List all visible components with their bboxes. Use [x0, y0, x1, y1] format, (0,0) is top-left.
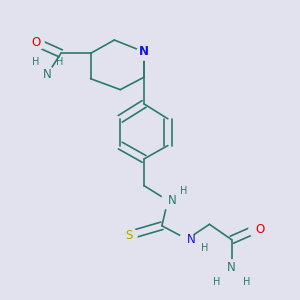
Text: H: H — [32, 57, 39, 67]
Text: N: N — [43, 68, 52, 81]
Text: N: N — [187, 233, 196, 246]
Text: H: H — [181, 186, 188, 196]
Text: N: N — [227, 261, 236, 274]
Text: H: H — [213, 277, 220, 287]
Text: S: S — [125, 229, 133, 242]
Text: H: H — [243, 277, 250, 287]
Text: O: O — [256, 223, 265, 236]
Text: H: H — [201, 243, 209, 253]
Text: O: O — [31, 36, 40, 49]
Text: N: N — [139, 45, 149, 58]
Text: N: N — [168, 194, 177, 207]
Text: H: H — [56, 57, 63, 67]
